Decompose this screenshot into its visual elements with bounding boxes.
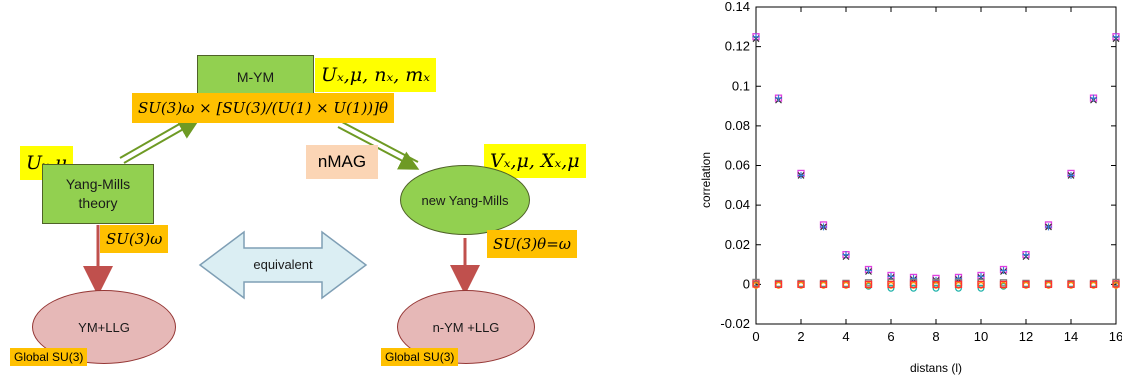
data-point (842, 251, 850, 259)
y-tick-label: 0.12 (725, 39, 750, 54)
newym-gauge-group: SU(3)θ=ω (487, 230, 577, 258)
y-axis-label: correlation (699, 152, 713, 208)
plot-area (755, 6, 1117, 325)
data-point (775, 94, 782, 102)
data-point (1112, 280, 1120, 288)
data-point (1067, 171, 1075, 179)
data-point (1090, 94, 1097, 102)
x-tick-label: 0 (752, 329, 759, 344)
ym-gauge-group: SU(3)ω (100, 225, 169, 253)
x-tick-label: 4 (842, 329, 849, 344)
mym-gauge-group: SU(3)ω × [SU(3)/(U(1) × U(1))]θ (132, 93, 395, 123)
data-point (842, 280, 850, 289)
data-point (1022, 280, 1030, 289)
data-point (910, 284, 917, 292)
data-point (797, 171, 805, 179)
data-point (999, 280, 1008, 289)
x-tick-label: 14 (1064, 329, 1078, 344)
data-point (1045, 223, 1052, 231)
y-tick-label: 0 (743, 276, 750, 291)
data-point (887, 284, 895, 292)
newym-ellipse: new Yang-Mills (400, 165, 530, 235)
y-tick-label: 0.1 (732, 78, 750, 93)
data-point (887, 280, 895, 289)
x-tick-label: 8 (932, 329, 939, 344)
equivalent-arrow (198, 230, 368, 300)
diagram-arrows (83, 117, 480, 300)
x-tick-label: 12 (1019, 329, 1033, 344)
nym-global-symmetry: Global SU(3) (381, 348, 459, 366)
data-point (932, 284, 940, 292)
arrow-ym-to-mym (119, 117, 200, 164)
data-point (977, 280, 985, 289)
ym-llg-label: YM+LLG (78, 319, 130, 335)
data-point (909, 280, 918, 289)
data-point (977, 284, 985, 292)
ym-box: Yang-Mills theory (42, 164, 154, 224)
newym-ellipse-label: new Yang-Mills (421, 192, 509, 208)
data-point (955, 284, 962, 292)
data-point (932, 280, 940, 289)
x-axis-label: distans (l) (910, 361, 962, 375)
data-point (954, 280, 963, 289)
equivalent-label: equivalent (253, 257, 313, 272)
data-point (1112, 33, 1120, 41)
data-point (752, 33, 760, 41)
data-point (820, 223, 827, 231)
x-tick-label: 16 (1109, 329, 1122, 344)
data-point (1044, 280, 1053, 289)
data-point (819, 280, 828, 289)
y-tick-label: 0.02 (725, 237, 750, 252)
mym-variables: Uₓ,μ, nₓ, mₓ (315, 58, 437, 92)
nmag-label: nMAG (306, 145, 378, 179)
data-point (752, 280, 760, 288)
x-tick-label: 6 (887, 329, 894, 344)
y-tick-label: 0.06 (725, 158, 750, 173)
correlation-chart: 0 2 4 6 8 10 12 14 16-0.0200.020.040.060.080.10.… (699, 0, 1122, 375)
y-tick-label: 0.14 (725, 0, 750, 14)
ym-global-symmetry: Global SU(3) (10, 348, 88, 366)
y-tick-label: -0.02 (720, 316, 750, 331)
data-point (1067, 280, 1075, 289)
data-point (797, 280, 805, 289)
x-tick-label: 10 (974, 329, 988, 344)
data-point (865, 267, 872, 275)
y-tick-label: 0.04 (725, 197, 750, 212)
data-point (864, 280, 873, 289)
x-tick-label: 2 (797, 329, 804, 344)
data-point (1022, 251, 1030, 259)
nym-llg-label: n-YM +LLG (432, 319, 500, 335)
data-point (1000, 267, 1007, 275)
ym-box-label: Yang-Mills theory (65, 176, 131, 211)
mym-box-label: M-YM (236, 69, 275, 85)
data-point (774, 280, 783, 289)
data-point (1089, 280, 1098, 289)
y-tick-label: 0.08 (725, 118, 750, 133)
